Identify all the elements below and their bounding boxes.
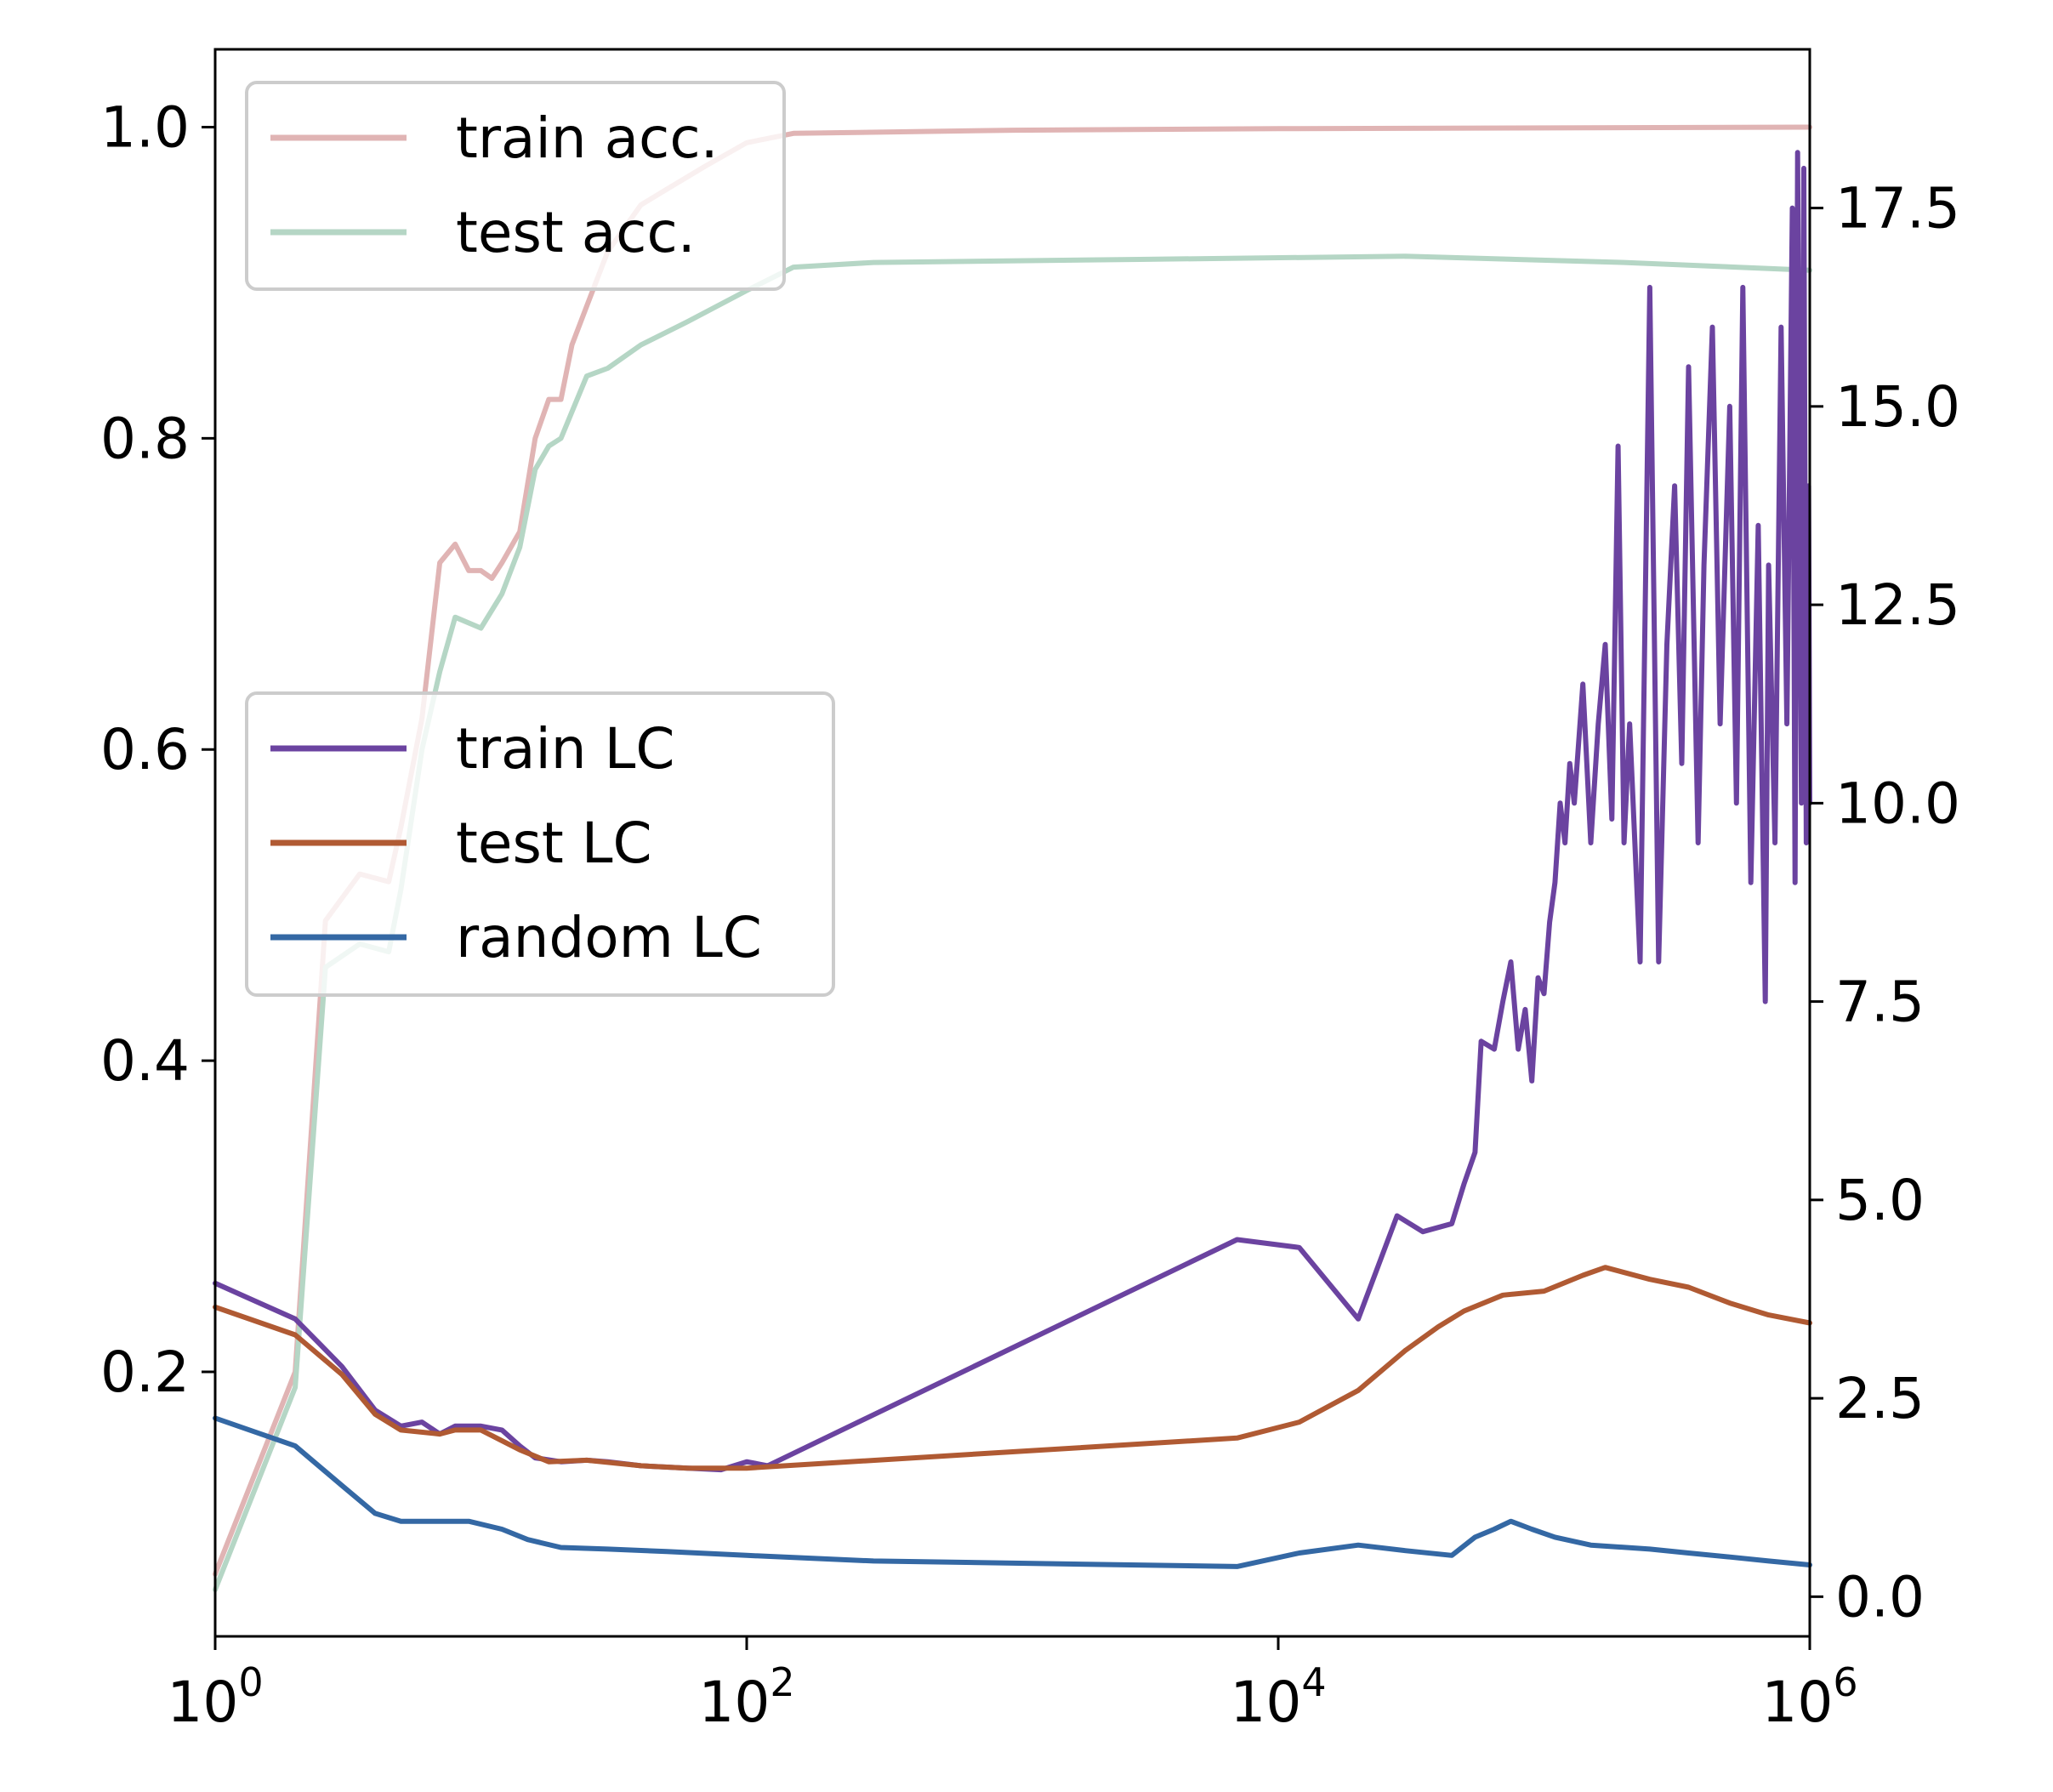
y-right-tick-label: 12.5 bbox=[1835, 572, 1960, 638]
legend-label-train-acc: train acc. bbox=[456, 105, 719, 171]
legend-box-upper-left bbox=[245, 81, 786, 291]
y-right-tick-label: 15.0 bbox=[1835, 374, 1960, 440]
y-right-tick-label: 0.0 bbox=[1835, 1564, 1925, 1630]
x-tick-label: 102 bbox=[698, 1659, 794, 1735]
x-tick-label: 106 bbox=[1761, 1659, 1857, 1735]
y-left-tick-label: 0.4 bbox=[100, 1028, 190, 1094]
legend-label-test-acc: test acc. bbox=[456, 200, 696, 265]
legend-box-center-left bbox=[245, 691, 835, 997]
legend-layer: train acc. test acc. train LC test LC random… bbox=[245, 81, 835, 997]
y-left-tick-label: 0.6 bbox=[100, 717, 190, 782]
y-right-tick-label: 2.5 bbox=[1835, 1366, 1925, 1431]
y-left-tick-label: 1.0 bbox=[100, 94, 190, 160]
plot-frame bbox=[213, 48, 1811, 1638]
x-tick-label: 104 bbox=[1230, 1659, 1326, 1735]
y-left-tick-label: 0.2 bbox=[100, 1340, 190, 1405]
x-tick-label: 100 bbox=[167, 1659, 263, 1735]
series-line-test-lc bbox=[213, 1265, 1812, 1471]
legend-label-random-lc: random LC bbox=[456, 905, 762, 970]
y-right-tick-label: 7.5 bbox=[1835, 970, 1925, 1035]
y-left-tick-label: 0.8 bbox=[100, 406, 190, 471]
legend-label-test-lc: test LC bbox=[456, 811, 652, 876]
y-right-tick-label: 17.5 bbox=[1835, 176, 1960, 242]
ticks-layer: 100 102 104 106 0.2 0.4 0.6 0.8 1.0 0.0 2.5 5.0 7.5 1… bbox=[100, 94, 1960, 1735]
series-line-random-lc bbox=[213, 1415, 1812, 1569]
legend-label-train-lc: train LC bbox=[456, 716, 674, 782]
y-right-tick-label: 10.0 bbox=[1835, 771, 1960, 836]
y-right-tick-label: 5.0 bbox=[1835, 1168, 1925, 1233]
